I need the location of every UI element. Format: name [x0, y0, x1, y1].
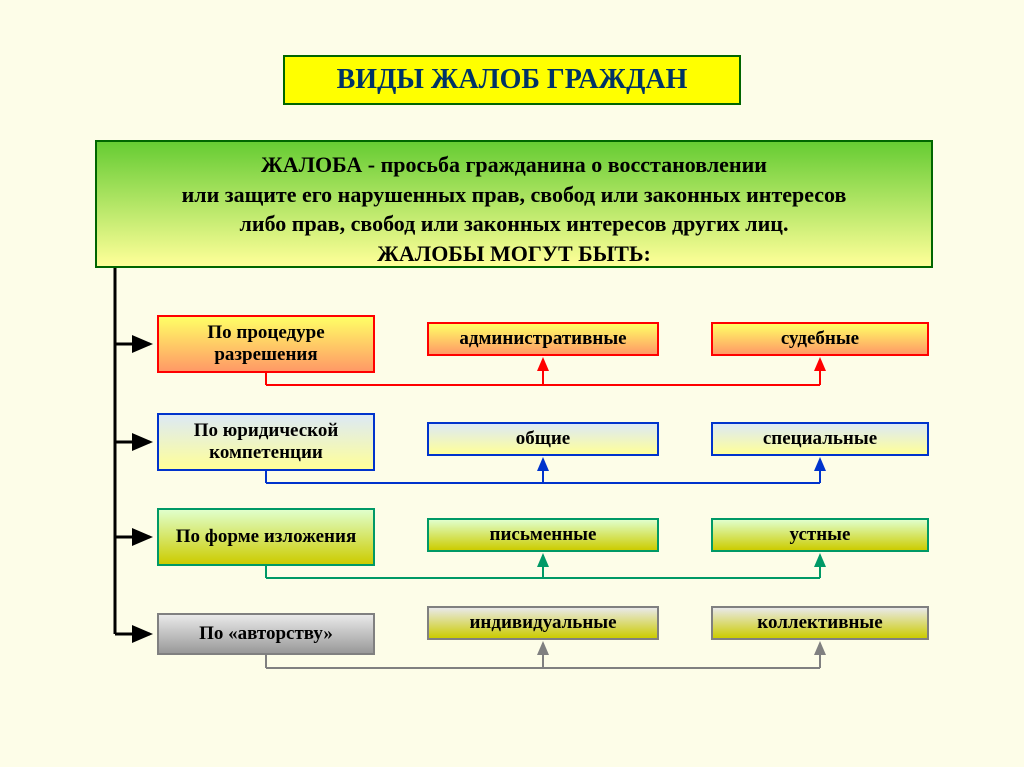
definition-box: ЖАЛОБА - просьба гражданина о восстановл…: [95, 140, 933, 268]
sub-label: судебные: [781, 328, 859, 350]
category-label: По юридической компетенции: [167, 420, 365, 464]
sub-box: коллективные: [711, 606, 929, 640]
category-box: По юридической компетенции: [157, 413, 375, 471]
title-box: ВИДЫ ЖАЛОБ ГРАЖДАН: [283, 55, 741, 105]
title-text: ВИДЫ ЖАЛОБ ГРАЖДАН: [337, 64, 688, 96]
category-box: По «авторству»: [157, 613, 375, 655]
sub-label: письменные: [490, 524, 597, 546]
sub-box: индивидуальные: [427, 606, 659, 640]
sub-box: административные: [427, 322, 659, 356]
sub-box: письменные: [427, 518, 659, 552]
category-box: По форме изложения: [157, 508, 375, 566]
category-box: По процедуре разрешения: [157, 315, 375, 373]
category-label: По «авторству»: [199, 623, 333, 645]
sub-label: устные: [790, 524, 851, 546]
sub-label: административные: [459, 328, 626, 350]
sub-label: общие: [516, 428, 570, 450]
sub-box: специальные: [711, 422, 929, 456]
sub-label: индивидуальные: [469, 612, 616, 634]
sub-box: общие: [427, 422, 659, 456]
category-label: По форме изложения: [176, 526, 356, 548]
sub-box: устные: [711, 518, 929, 552]
definition-line: ЖАЛОБЫ МОГУТ БЫТЬ:: [109, 239, 919, 269]
sub-label: коллективные: [757, 612, 882, 634]
category-label: По процедуре разрешения: [167, 322, 365, 366]
sub-label: специальные: [763, 428, 877, 450]
definition-line: или защите его нарушенных прав, свобод и…: [109, 180, 919, 210]
definition-line: либо прав, свобод или законных интересов…: [109, 209, 919, 239]
sub-box: судебные: [711, 322, 929, 356]
definition-line: ЖАЛОБА - просьба гражданина о восстановл…: [109, 150, 919, 180]
